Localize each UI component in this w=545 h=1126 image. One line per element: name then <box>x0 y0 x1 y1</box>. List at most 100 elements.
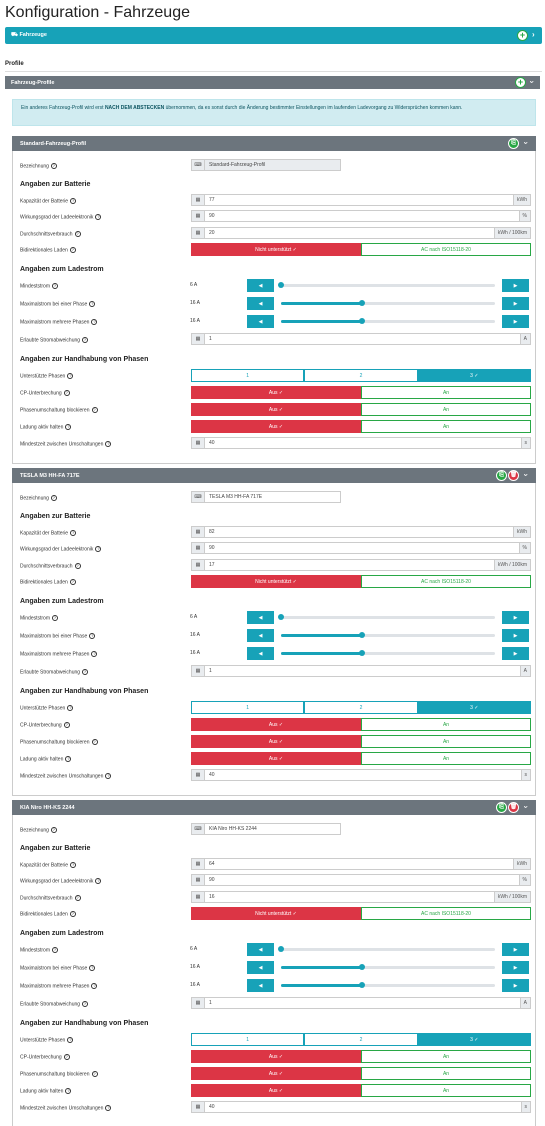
umschaltung-toggle-option-on[interactable]: An <box>361 735 531 748</box>
max-eine-phase-slider[interactable] <box>281 964 495 970</box>
max-eine-phase-increase-button[interactable]: ▶ <box>502 297 529 310</box>
help-icon[interactable]: ? <box>50 163 57 169</box>
max-eine-phase-slider[interactable] <box>281 632 495 638</box>
mindeststrom-decrease-button[interactable]: ◀ <box>247 611 274 624</box>
help-icon[interactable]: ? <box>89 301 96 307</box>
ladung-aktiv-toggle-option-on[interactable]: An <box>361 1084 531 1097</box>
kapazitaet-input[interactable]: ▦ 77 kWh <box>191 194 531 206</box>
help-icon[interactable]: ? <box>70 862 77 868</box>
help-icon[interactable]: ? <box>91 319 98 325</box>
max-mehrere-phasen-decrease-button[interactable]: ◀ <box>247 979 274 992</box>
help-icon[interactable]: ? <box>95 214 102 220</box>
wirkungsgrad-input[interactable]: ▦ 90% <box>191 542 531 554</box>
help-icon[interactable]: ? <box>67 705 74 711</box>
copy-profile-icon[interactable]: ⎘ <box>496 470 507 481</box>
umschaltung-toggle-option-off[interactable]: Aus ✓ <box>191 735 361 748</box>
ladung-aktiv-toggle-option-off[interactable]: Aus ✓ <box>191 752 361 765</box>
phase-1-option[interactable]: 1 <box>191 1033 305 1046</box>
profile-header[interactable]: TESLA M3 HH-FA 717E ⎘ 🗑 › <box>12 468 536 483</box>
mindestzeit-input[interactable]: ▦ 40 s <box>191 769 531 781</box>
help-icon[interactable]: ? <box>105 773 112 779</box>
max-eine-phase-slider[interactable] <box>281 300 495 306</box>
help-icon[interactable]: ? <box>50 827 57 833</box>
mindeststrom-slider[interactable] <box>278 946 495 952</box>
help-icon[interactable]: ? <box>67 1037 74 1043</box>
phase-2-option[interactable]: 2 <box>304 701 418 714</box>
max-mehrere-phasen-decrease-button[interactable]: ◀ <box>247 647 274 660</box>
max-mehrere-phasen-slider[interactable] <box>281 982 495 988</box>
max-mehrere-phasen-slider-thumb[interactable] <box>359 318 366 324</box>
abweichung-input[interactable]: ▦ 1 A <box>191 333 531 345</box>
help-icon[interactable]: ? <box>52 283 59 289</box>
abweichung-input[interactable]: ▦ 1 A <box>191 997 531 1009</box>
phase-3-option[interactable]: 3 ✓ <box>417 1033 531 1046</box>
verbrauch-input[interactable]: ▦ 16 kWh / 100km <box>191 891 531 903</box>
bezeichnung-input[interactable]: ⌨ Standard-Fahrzeug-Profil <box>191 159 341 171</box>
max-mehrere-phasen-slider-thumb[interactable] <box>359 982 366 988</box>
verbrauch-input[interactable]: ▦ 20 kWh / 100km <box>191 227 531 239</box>
mindeststrom-increase-button[interactable]: ▶ <box>502 943 529 956</box>
help-icon[interactable]: ? <box>74 231 81 237</box>
chevron-down-icon[interactable]: › <box>521 473 531 477</box>
max-eine-phase-decrease-button[interactable]: ◀ <box>247 961 274 974</box>
wirkungsgrad-input[interactable]: ▦ 90% <box>191 210 531 222</box>
help-icon[interactable]: ? <box>91 651 98 657</box>
help-icon[interactable]: ? <box>70 530 77 536</box>
help-icon[interactable]: ? <box>82 1001 89 1007</box>
mindestzeit-input[interactable]: ▦ 40 s <box>191 1101 531 1113</box>
cp-toggle-option-on[interactable]: An <box>361 1050 531 1063</box>
chevron-right-icon[interactable]: › <box>532 30 535 39</box>
bidirektional-toggle-option-on[interactable]: AC nach ISO15118-20 <box>361 575 531 588</box>
cp-toggle-option-on[interactable]: An <box>361 718 531 731</box>
max-eine-phase-increase-button[interactable]: ▶ <box>502 961 529 974</box>
help-icon[interactable]: ? <box>91 983 98 989</box>
chevron-down-icon[interactable]: › <box>521 805 531 809</box>
cp-toggle-option-off[interactable]: Aus ✓ <box>191 718 361 731</box>
umschaltung-toggle-option-off[interactable]: Aus ✓ <box>191 1067 361 1080</box>
max-mehrere-phasen-slider[interactable] <box>281 318 495 324</box>
max-mehrere-phasen-increase-button[interactable]: ▶ <box>502 979 529 992</box>
mindeststrom-decrease-button[interactable]: ◀ <box>247 943 274 956</box>
copy-profile-icon[interactable]: ⎘ <box>496 802 507 813</box>
wirkungsgrad-input[interactable]: ▦ 90% <box>191 874 531 886</box>
mindeststrom-slider-thumb[interactable] <box>278 946 284 952</box>
mindeststrom-slider[interactable] <box>278 614 495 620</box>
help-icon[interactable]: ? <box>95 878 102 884</box>
bidirektional-toggle-option-on[interactable]: AC nach ISO15118-20 <box>361 907 531 920</box>
bezeichnung-input[interactable]: ⌨ TESLA M3 HH-FA 717E <box>191 491 341 503</box>
vehicles-bar[interactable]: ⛟ Fahrzeuge + › <box>5 27 542 44</box>
phase-2-option[interactable]: 2 <box>304 1033 418 1046</box>
verbrauch-input[interactable]: ▦ 17 kWh / 100km <box>191 559 531 571</box>
max-mehrere-phasen-increase-button[interactable]: ▶ <box>502 647 529 660</box>
help-icon[interactable]: ? <box>95 546 102 552</box>
umschaltung-toggle-option-on[interactable]: An <box>361 403 531 416</box>
help-icon[interactable]: ? <box>69 247 76 253</box>
ladung-aktiv-toggle-option-on[interactable]: An <box>361 752 531 765</box>
profile-header[interactable]: Standard-Fahrzeug-Profil ⎘ › <box>12 136 536 151</box>
delete-profile-icon[interactable]: 🗑 <box>508 802 519 813</box>
help-icon[interactable]: ? <box>63 1054 70 1060</box>
mindeststrom-slider-thumb[interactable] <box>278 282 284 288</box>
kapazitaet-input[interactable]: ▦ 82 kWh <box>191 526 531 538</box>
mindestzeit-input[interactable]: ▦ 40 s <box>191 437 531 449</box>
max-eine-phase-slider-thumb[interactable] <box>359 632 366 638</box>
umschaltung-toggle-option-off[interactable]: Aus ✓ <box>191 403 361 416</box>
help-icon[interactable]: ? <box>67 373 74 379</box>
cp-toggle-option-on[interactable]: An <box>361 386 531 399</box>
help-icon[interactable]: ? <box>65 424 72 430</box>
profiles-bar[interactable]: Fahrzeug-Profile + › <box>5 76 540 89</box>
max-eine-phase-increase-button[interactable]: ▶ <box>502 629 529 642</box>
add-profile-icon[interactable]: + <box>515 77 526 88</box>
ladung-aktiv-toggle-option-on[interactable]: An <box>361 420 531 433</box>
cp-toggle-option-off[interactable]: Aus ✓ <box>191 1050 361 1063</box>
max-eine-phase-slider-thumb[interactable] <box>359 300 366 306</box>
add-vehicle-icon[interactable]: + <box>517 30 528 41</box>
help-icon[interactable]: ? <box>74 563 81 569</box>
mindeststrom-increase-button[interactable]: ▶ <box>502 279 529 292</box>
cp-toggle-option-off[interactable]: Aus ✓ <box>191 386 361 399</box>
help-icon[interactable]: ? <box>91 407 98 413</box>
umschaltung-toggle-option-on[interactable]: An <box>361 1067 531 1080</box>
phase-2-option[interactable]: 2 <box>304 369 418 382</box>
max-mehrere-phasen-slider-thumb[interactable] <box>359 650 366 656</box>
help-icon[interactable]: ? <box>105 441 112 447</box>
